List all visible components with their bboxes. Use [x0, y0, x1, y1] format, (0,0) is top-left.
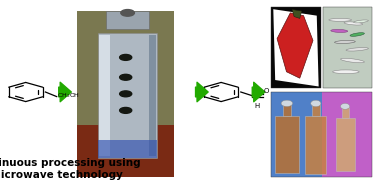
- Bar: [322, 92, 372, 177]
- Ellipse shape: [350, 33, 364, 36]
- Circle shape: [119, 91, 132, 97]
- Bar: [305, 116, 326, 174]
- Bar: [271, 92, 372, 177]
- Ellipse shape: [344, 22, 363, 25]
- Text: O: O: [263, 88, 269, 94]
- Ellipse shape: [335, 40, 355, 43]
- Bar: [106, 11, 149, 29]
- Circle shape: [119, 54, 132, 60]
- Ellipse shape: [331, 29, 348, 32]
- Ellipse shape: [281, 100, 293, 107]
- Text: H: H: [254, 103, 259, 109]
- Bar: [323, 7, 372, 88]
- Text: CH$_2$OH: CH$_2$OH: [57, 92, 81, 100]
- Ellipse shape: [333, 70, 359, 74]
- Bar: [342, 107, 349, 118]
- Circle shape: [119, 74, 132, 80]
- Bar: [275, 116, 299, 173]
- Bar: [77, 11, 174, 177]
- Bar: [149, 35, 156, 156]
- Bar: [271, 92, 322, 177]
- Ellipse shape: [346, 48, 369, 51]
- Bar: [77, 125, 174, 177]
- Ellipse shape: [341, 103, 350, 109]
- Bar: [271, 7, 321, 88]
- Polygon shape: [273, 9, 319, 86]
- Circle shape: [121, 10, 135, 16]
- Polygon shape: [292, 10, 302, 18]
- Polygon shape: [277, 13, 313, 78]
- Bar: [336, 118, 355, 171]
- Circle shape: [119, 107, 132, 113]
- Bar: [312, 104, 319, 116]
- Ellipse shape: [341, 58, 364, 63]
- Text: Continuous processing using
microwave technology: Continuous processing using microwave te…: [0, 158, 141, 180]
- Bar: [98, 140, 157, 158]
- Ellipse shape: [311, 100, 321, 107]
- Bar: [98, 33, 157, 158]
- Bar: [99, 35, 110, 156]
- Ellipse shape: [354, 20, 368, 23]
- Bar: [283, 104, 291, 116]
- Ellipse shape: [329, 18, 352, 21]
